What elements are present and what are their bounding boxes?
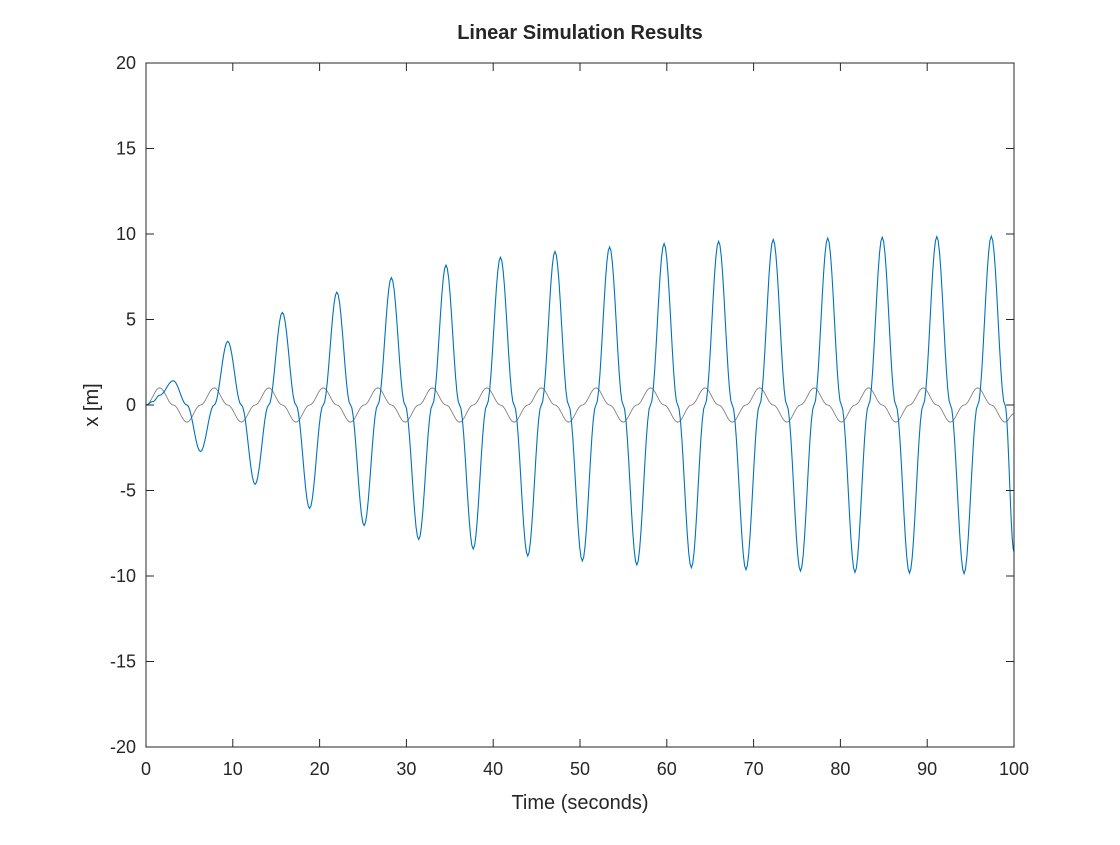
series-line-response <box>145 234 1015 576</box>
y-tick-label: -15 <box>110 652 136 672</box>
series-layer <box>145 234 1015 576</box>
x-tick-label: 70 <box>744 759 764 779</box>
x-tick-label: 50 <box>570 759 590 779</box>
x-tick-label: 90 <box>917 759 937 779</box>
y-tick-label: 0 <box>126 395 136 415</box>
x-tick-label: 60 <box>657 759 677 779</box>
axes-box <box>145 62 1015 748</box>
x-tick-label: 100 <box>999 759 1029 779</box>
y-tick-label: -20 <box>110 737 136 757</box>
y-tick-label: -5 <box>120 481 136 501</box>
y-tick-label: 5 <box>126 310 136 330</box>
x-tick-label: 0 <box>141 759 151 779</box>
label-layer: 0 10 20 30 40 50 60 70 80 90 100 -20 -15 -10 -5 0 5 10 15 2… <box>110 53 1029 779</box>
series-line-input <box>145 387 1015 423</box>
y-tick-label: 10 <box>116 224 136 244</box>
x-tick-label: 10 <box>223 759 243 779</box>
plot-area <box>146 63 1014 747</box>
y-tick-label: 15 <box>116 139 136 159</box>
x-tick-label: 20 <box>310 759 330 779</box>
x-tick-label: 40 <box>483 759 503 779</box>
chart-title: Linear Simulation Results <box>457 22 703 44</box>
y-axis-label: x [m] <box>81 383 103 426</box>
x-axis-label: Time (seconds) <box>511 792 648 814</box>
x-tick-label: 80 <box>830 759 850 779</box>
y-tick-label: -10 <box>110 566 136 586</box>
y-tick-label: 20 <box>116 53 136 73</box>
x-tick-label: 30 <box>396 759 416 779</box>
